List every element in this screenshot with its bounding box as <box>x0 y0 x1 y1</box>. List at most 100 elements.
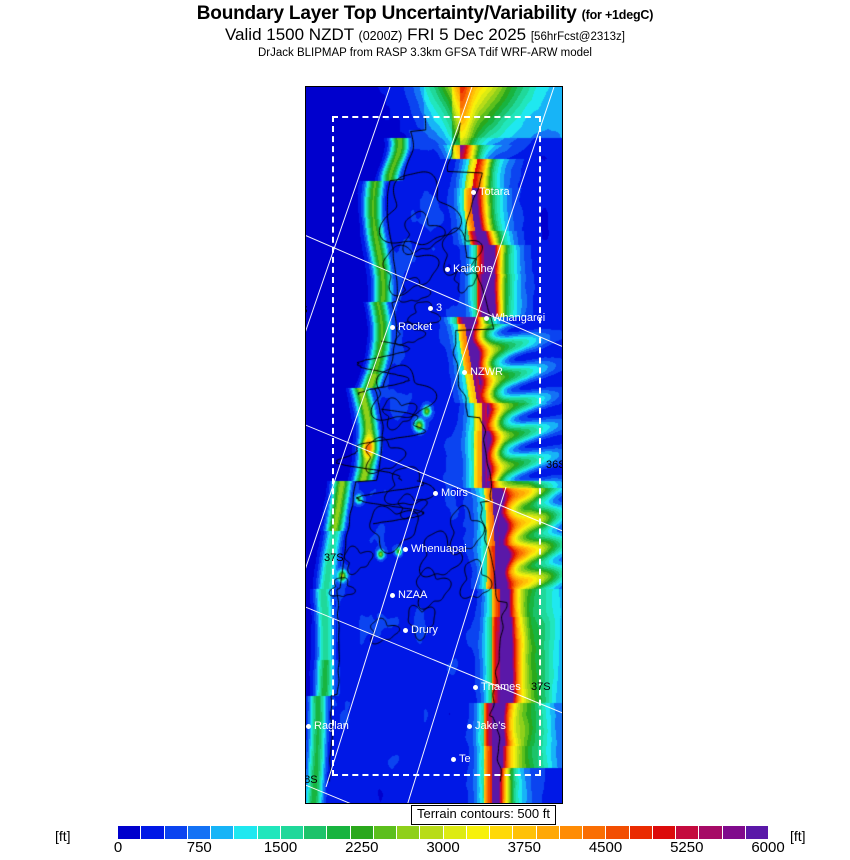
colorbar-tick-3750: 3750 <box>507 839 541 856</box>
title-main-suffix: (for +1degC) <box>581 8 654 22</box>
colorbar-band-26 <box>722 826 746 839</box>
forecast-hour: [56hrFcst@2313z] <box>530 30 625 43</box>
graticule-label-36s: 36S <box>546 459 562 471</box>
colorbar-tick-5250: 5250 <box>670 839 704 856</box>
colorbar-band-0 <box>118 826 142 839</box>
colorbar-band-9 <box>327 826 351 839</box>
city-label: Raglan <box>314 720 349 732</box>
terrain-contour-note: Terrain contours: 500 ft <box>411 805 556 825</box>
city-label: Whangarei <box>492 312 546 324</box>
city-marker-thames: Thames <box>473 682 521 693</box>
page-title: Boundary Layer Top Uncertainty/Variabili… <box>0 0 850 24</box>
city-marker-whenuapai: Whenuapai <box>403 544 467 555</box>
model-line: DrJack BLIPMAP from RASP 3.3km GFSA Tdif… <box>257 46 592 59</box>
colorbar-band-8 <box>304 826 328 839</box>
city-marker-nzaa: NZAA <box>390 590 427 601</box>
colorbar-band-17 <box>513 826 537 839</box>
colorbar-band-20 <box>583 826 607 839</box>
station-dot-icon <box>306 724 311 729</box>
colorbar-band-4 <box>211 826 235 839</box>
city-label: Moirs <box>441 487 468 499</box>
colorbar-band-13 <box>420 826 444 839</box>
city-marker-te: Te <box>451 754 471 765</box>
colorbar-tick-3000: 3000 <box>426 839 460 856</box>
title-subtitle: Valid 1500 NZDT (0200Z) FRI 5 Dec 2025 [… <box>0 24 850 44</box>
title-block: Boundary Layer Top Uncertainty/Variabili… <box>0 0 850 59</box>
city-marker-totara: Totara <box>471 187 510 198</box>
colorbar-band-18 <box>536 826 560 839</box>
valid-time: Valid 1500 NZDT <box>224 24 354 44</box>
station-dot-icon <box>390 325 395 330</box>
map-frame[interactable]: Totara Kaikohe 3 Rocket Whangarei NZWR Moirs Wh… <box>305 86 563 804</box>
colorbar-ticks: 0 750 1500 2250 3000 3750 4500 5250 6000 <box>0 840 850 860</box>
colorbar-band-16 <box>490 826 514 839</box>
city-label: Whenuapai <box>411 543 467 555</box>
station-dot-icon <box>403 628 408 633</box>
station-dot-icon <box>451 757 456 762</box>
colorbar-band-5 <box>234 826 258 839</box>
city-label: 3 <box>436 302 443 314</box>
station-dot-icon <box>445 267 450 272</box>
station-dot-icon <box>390 593 395 598</box>
colorbar-band-6 <box>257 826 281 839</box>
colorbar-band-19 <box>559 826 583 839</box>
colorbar-unit-left: [ft] <box>55 828 71 844</box>
city-marker-nzwr: NZWR <box>462 367 503 378</box>
city-label: Jake's <box>475 720 506 732</box>
city-marker-whangarei: Whangarei <box>484 313 545 324</box>
colorbar-band-2 <box>164 826 188 839</box>
colorbar-tick-2250: 2250 <box>345 839 379 856</box>
city-marker-rocket: Rocket <box>390 322 432 333</box>
colorbar-band-7 <box>280 826 304 839</box>
graticule-label-38s: 38S <box>305 774 318 786</box>
city-label: NZWR <box>470 366 503 378</box>
colorbar-band-21 <box>606 826 630 839</box>
title-main-text: Boundary Layer Top Uncertainty/Variabili… <box>196 3 577 24</box>
city-label: Rocket <box>398 321 433 333</box>
colorbar-band-10 <box>350 826 374 839</box>
colorbar-unit-right: [ft] <box>790 828 806 844</box>
colorbar-band-14 <box>443 826 467 839</box>
colorbar-band-15 <box>466 826 490 839</box>
graticule-label-37s: 37S <box>531 681 551 693</box>
city-marker-drury: Drury <box>403 625 438 636</box>
station-dot-icon <box>471 190 476 195</box>
valid-time-z: (0200Z) <box>358 28 403 43</box>
graticule-label-36s: 36S <box>306 305 308 316</box>
city-marker-raglan: Raglan <box>306 721 349 732</box>
colorbar: [ft] [ft] 0 750 1500 2250 3000 3750 4500 5250 60… <box>0 824 850 860</box>
colorbar-band-27 <box>745 826 768 839</box>
graticule-label-173e: 173E <box>384 87 410 89</box>
colorbar-band-1 <box>141 826 165 839</box>
city-label: Thames <box>481 681 521 693</box>
colorbar-tick-1500: 1500 <box>263 839 298 856</box>
colorbar-tick-4500: 4500 <box>588 839 623 856</box>
station-dot-icon <box>484 316 489 321</box>
city-marker-moirs: Moirs <box>433 488 468 499</box>
colorbar-band-25 <box>699 826 723 839</box>
city-label: Kaikohe <box>453 263 493 275</box>
station-dot-icon <box>462 370 467 375</box>
station-dot-icon <box>473 685 478 690</box>
colorbar-band-11 <box>373 826 397 839</box>
graticule-label-37s: 37S <box>324 552 344 564</box>
colorbar-band-22 <box>629 826 653 839</box>
boundary-layer-heatmap <box>306 87 562 803</box>
colorbar-band-3 <box>187 826 211 839</box>
city-label: Totara <box>479 186 510 198</box>
city-label: Te <box>459 753 471 765</box>
city-marker-3: 3 <box>428 303 442 314</box>
colorbar-band-23 <box>652 826 676 839</box>
colorbar-tick-750: 750 <box>186 839 212 856</box>
colorbar-band-24 <box>676 826 700 839</box>
city-marker-kaikohe: Kaikohe <box>445 264 493 275</box>
colorbar-tick-0: 0 <box>113 839 123 856</box>
station-dot-icon <box>433 491 438 496</box>
city-label: NZAA <box>398 589 428 601</box>
station-dot-icon <box>403 547 408 552</box>
colorbar-gradient <box>118 826 768 839</box>
city-marker-jake-s: Jake's <box>467 721 506 732</box>
valid-date: FRI 5 Dec 2025 <box>407 24 527 44</box>
city-label: Drury <box>411 624 438 636</box>
station-dot-icon <box>467 724 472 729</box>
